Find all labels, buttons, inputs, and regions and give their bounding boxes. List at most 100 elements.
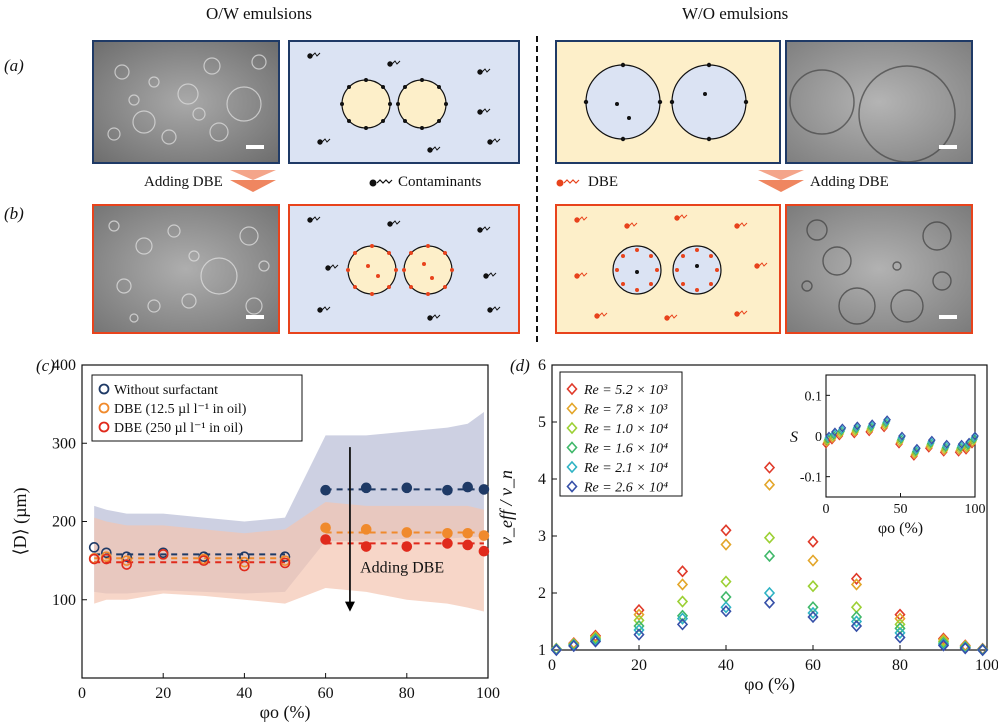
y-axis-label: ⟨D⟩ (µm) bbox=[10, 488, 31, 556]
legend-box bbox=[559, 371, 683, 497]
scheme-wo-dbe bbox=[555, 204, 781, 334]
chart-c: 0 20 40 60 80 100 100 200 300 400 Without surfacta… bbox=[10, 357, 500, 722]
point-2 bbox=[894, 618, 906, 631]
point-0 bbox=[360, 482, 372, 494]
point-2 bbox=[121, 559, 132, 570]
adding-dbe-c-label: Adding DBE bbox=[360, 559, 444, 576]
inset-point bbox=[942, 439, 951, 449]
panel-label-b: (b) bbox=[4, 204, 24, 223]
y-tick-label: 3 bbox=[538, 528, 546, 545]
x-tick-label: 20 bbox=[155, 685, 171, 702]
inset-x-tick-label: 0 bbox=[823, 502, 830, 517]
chart-d: 0 20 40 60 80 100 1 2 3 4 5 6 Re = 5.2 × 10³ Re = 7.8… bbox=[496, 357, 998, 695]
inset-point bbox=[883, 415, 891, 425]
point-4 bbox=[850, 615, 863, 628]
micrograph-wo-dbe bbox=[785, 204, 973, 334]
scheme-wo-dbe-drawing bbox=[574, 214, 768, 321]
point-0 bbox=[320, 484, 331, 496]
legend-marker bbox=[566, 480, 578, 493]
legend-label: Without surfactant bbox=[114, 383, 218, 398]
point-3 bbox=[676, 609, 689, 622]
legend-marker bbox=[566, 382, 578, 396]
scheme-wo-no-dbe bbox=[555, 40, 781, 164]
point-2 bbox=[101, 553, 112, 565]
point-0 bbox=[850, 572, 863, 585]
point-5 bbox=[894, 631, 906, 644]
inset-point bbox=[868, 419, 877, 429]
x-tick-label: 100 bbox=[476, 685, 500, 702]
point-2 bbox=[442, 538, 453, 549]
legend-marker bbox=[566, 441, 578, 454]
point-3 bbox=[763, 549, 776, 563]
point-5 bbox=[676, 618, 689, 631]
micrograph-wo-dbe-image bbox=[787, 206, 971, 332]
legend-label: Re = 1.6 × 10⁴ bbox=[583, 442, 668, 457]
legend-marker bbox=[566, 421, 578, 435]
point-4 bbox=[807, 606, 819, 620]
down-arrow-icon-right bbox=[758, 170, 804, 192]
point-0 bbox=[462, 481, 474, 493]
y-tick-label: 400 bbox=[52, 357, 76, 374]
point-1 bbox=[850, 578, 863, 591]
point-0 bbox=[720, 524, 732, 537]
point-2 bbox=[239, 560, 250, 572]
legend-marker bbox=[98, 383, 110, 395]
panel-label-c: (c) bbox=[36, 356, 55, 375]
point-5 bbox=[937, 639, 950, 652]
y-tick-label: 5 bbox=[538, 414, 546, 431]
point-1 bbox=[462, 527, 474, 539]
y-axis-label: ν_eff / ν_n bbox=[496, 470, 516, 545]
point-0 bbox=[121, 551, 132, 563]
y-tick-label: 6 bbox=[538, 357, 546, 374]
legend-marker bbox=[566, 402, 578, 415]
point-0 bbox=[478, 484, 490, 495]
x-axis-label: φo (%) bbox=[744, 674, 795, 695]
point-1 bbox=[633, 608, 645, 621]
micrograph-ow-dbe bbox=[92, 204, 280, 334]
y-tick-label: 100 bbox=[52, 592, 76, 609]
legend-label: DBE (250 µl l⁻¹ in oil) bbox=[114, 421, 243, 436]
point-2 bbox=[320, 534, 331, 545]
point-4 bbox=[676, 612, 689, 625]
x-tick-label: 0 bbox=[548, 657, 556, 674]
point-0 bbox=[401, 482, 413, 494]
x-tick-label: 80 bbox=[892, 657, 908, 674]
point-2 bbox=[763, 531, 776, 544]
inset-y-tick-label: -0.1 bbox=[800, 471, 822, 486]
point-0 bbox=[763, 461, 776, 474]
micrograph-ow-dbe-image bbox=[94, 206, 278, 332]
dbe-label: DBE bbox=[588, 174, 618, 190]
point-2 bbox=[401, 541, 413, 552]
point-1 bbox=[320, 522, 331, 534]
legend-label: DBE (12.5 µl l⁻¹ in oil) bbox=[114, 402, 247, 417]
legend-box bbox=[91, 374, 303, 442]
legend-label: Re = 5.2 × 10³ bbox=[583, 383, 668, 398]
legend-c: Without surfactant DBE (12.5 µl l⁻¹ in oi… bbox=[91, 374, 303, 442]
header-ow: O/W emulsions bbox=[206, 4, 312, 23]
dbe-icon bbox=[556, 179, 580, 187]
x-tick-label: 100 bbox=[975, 657, 998, 674]
inset-x-tick-label: 100 bbox=[965, 502, 986, 517]
x-tick-label: 20 bbox=[631, 657, 647, 674]
point-3 bbox=[633, 619, 645, 633]
point-0 bbox=[442, 484, 453, 496]
legend-d: Re = 5.2 × 10³ Re = 7.8 × 10³ Re = 1.0 × 1… bbox=[559, 371, 683, 497]
inset-y-tick-label: 0.1 bbox=[805, 389, 823, 404]
point-1 bbox=[763, 478, 776, 491]
water-droplet-icon bbox=[585, 64, 747, 140]
inset-point bbox=[957, 439, 966, 449]
y-tick-label: 1 bbox=[538, 642, 546, 659]
legend-label: Re = 1.0 × 10⁴ bbox=[583, 422, 668, 437]
inset-point bbox=[831, 427, 839, 437]
inset-y-label: S bbox=[790, 429, 798, 446]
point-2 bbox=[462, 539, 474, 551]
inset-y-tick-label: 0 bbox=[815, 430, 822, 445]
contaminant-icon bbox=[307, 52, 321, 59]
point-1 bbox=[720, 538, 732, 551]
point-4 bbox=[720, 601, 732, 614]
point-0 bbox=[676, 565, 689, 578]
point-5 bbox=[589, 635, 602, 648]
inset-x-label: φo (%) bbox=[878, 520, 923, 537]
point-1 bbox=[360, 524, 372, 535]
x-tick-label: 40 bbox=[236, 685, 252, 702]
